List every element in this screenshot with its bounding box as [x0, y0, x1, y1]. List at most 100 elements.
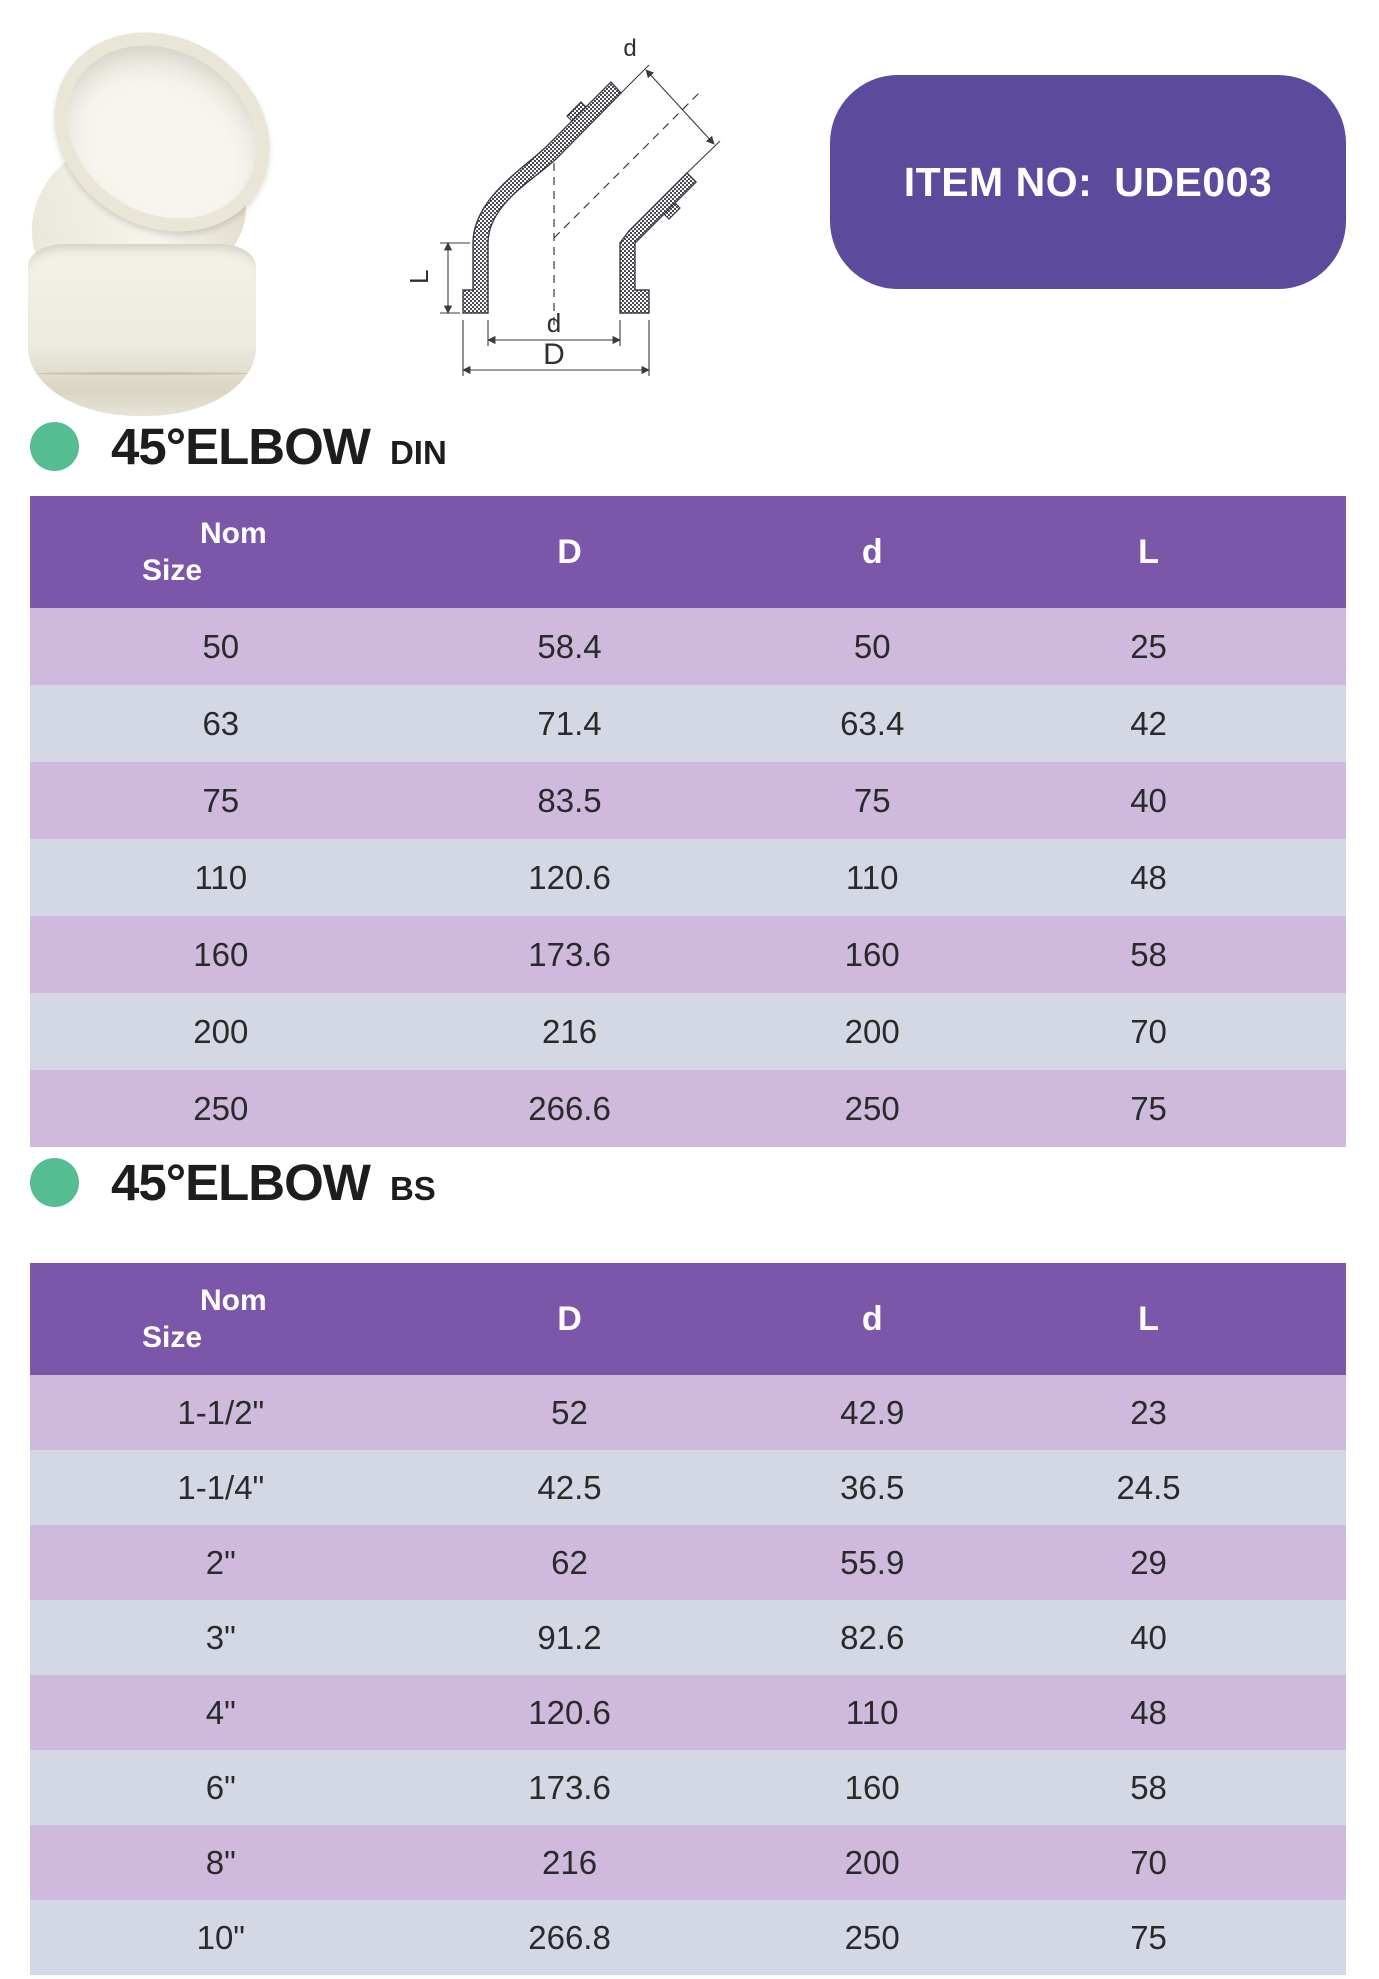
table-row: 2" 62 55.9 29: [30, 1525, 1346, 1600]
table-cell: 1-1/4": [177, 1468, 265, 1506]
table-body: 50 58.4 50 25 63 71.4 63.4 42 75 83.5 75 40 110 120.6…: [30, 608, 1346, 1147]
section-title-bs: 45°ELBOW BS: [30, 1144, 436, 1220]
table-row: 6" 173.6 160 58: [30, 1750, 1346, 1825]
table-cell: 1-1/2": [177, 1393, 265, 1431]
left-ring-bump: [566, 101, 587, 122]
table-row: 160 173.6 160 58: [30, 916, 1346, 993]
table-cell: 42.5: [537, 1468, 602, 1506]
section-standard-text: BS: [389, 1169, 436, 1207]
table-row: 4" 120.6 110 48: [30, 1675, 1346, 1750]
table-row: 75 83.5 75 40: [30, 762, 1346, 839]
table-cell: 200: [844, 1012, 900, 1050]
section-standard-text: DIN: [389, 433, 447, 471]
table-cell: 23: [1130, 1393, 1167, 1431]
table-header-row: Nom Size D d L: [30, 1263, 1346, 1375]
item-no-value: UDE003: [1114, 158, 1273, 205]
table-cell: 6": [205, 1768, 236, 1806]
table-cell: 120.6: [528, 1693, 611, 1731]
table-row: 200 216 200 70: [30, 993, 1346, 1070]
table-row: 8" 216 200 70: [30, 1825, 1346, 1900]
table-cell: 173.6: [528, 935, 611, 973]
table-cell: 10": [196, 1918, 246, 1956]
technical-drawing: L d D d: [402, 28, 724, 386]
table-row: 1-1/4" 42.5 36.5 24.5: [30, 1450, 1346, 1525]
table-cell: 2": [205, 1543, 236, 1581]
table-cell: 63: [202, 704, 240, 742]
section-title-text: 45°ELBOW: [111, 1153, 371, 1211]
table-cell: 42: [1130, 704, 1167, 742]
table-cell: 83.5: [537, 781, 602, 819]
table-cell: 50: [202, 627, 240, 665]
dim-label-upper-d: d: [623, 35, 636, 62]
column-header-nom-size: Nom Size: [142, 1284, 267, 1354]
table-cell: 36.5: [840, 1468, 905, 1506]
dim-label-l: L: [404, 270, 434, 284]
product-photo: [0, 0, 307, 416]
dim-label-inner-d: d: [547, 308, 561, 338]
table-cell: 29: [1130, 1543, 1167, 1581]
table-cell: 200: [193, 1012, 249, 1050]
table-cell: 4": [205, 1693, 236, 1731]
table-cell: 40: [1130, 1618, 1167, 1656]
dim-label-outer-d: D: [543, 338, 565, 371]
table-cell: 55.9: [840, 1543, 905, 1581]
table-cell: 70: [1130, 1843, 1167, 1881]
table-cell: 75: [202, 781, 240, 819]
table-cell: 58.4: [537, 627, 602, 665]
upper-d-extension-left: [620, 64, 650, 94]
right-ring-bump: [663, 202, 681, 220]
table-row: 250 266.6 250 75: [30, 1070, 1346, 1147]
table-header-row: Nom Size D d L: [30, 496, 1346, 608]
table-cell: 24.5: [1116, 1468, 1181, 1506]
table-row: 50 58.4 50 25: [30, 608, 1346, 685]
bullet-icon: [30, 1157, 79, 1207]
table-cell: 266.8: [528, 1918, 611, 1956]
table-row: 10" 266.8 250 75: [30, 1900, 1346, 1975]
bullet-icon: [30, 421, 79, 471]
table-body: 1-1/2" 52 42.9 23 1-1/4" 42.5 36.5 24.5 2" 62 55.9…: [30, 1375, 1346, 1975]
table-cell: 50: [853, 627, 891, 665]
table-cell: 58: [1130, 935, 1167, 973]
table-cell: 110: [845, 1693, 899, 1731]
table-cell: 8": [205, 1843, 236, 1881]
right-wall-section: [619, 172, 697, 314]
table-cell: 25: [1130, 627, 1167, 665]
table-cell: 160: [193, 935, 249, 973]
column-header-d: d: [861, 532, 883, 571]
item-number-badge: ITEM NO: UDE003: [830, 75, 1346, 289]
column-header-D: D: [557, 532, 582, 571]
table-row: 63 71.4 63.4 42: [30, 685, 1346, 762]
table-cell: 48: [1130, 858, 1167, 896]
table-cell: 110: [845, 858, 899, 896]
table-cell: 75: [1130, 1918, 1167, 1956]
table-row: 110 120.6 110 48: [30, 839, 1346, 916]
table-cell: 110: [194, 858, 248, 896]
table-cell: 250: [193, 1089, 249, 1127]
table-cell: 40: [1130, 781, 1167, 819]
column-header-nom-size: Nom Size: [142, 517, 267, 587]
table-row: 1-1/2" 52 42.9 23: [30, 1375, 1346, 1450]
column-header-D: D: [557, 1299, 582, 1338]
table-cell: 75: [1130, 1089, 1167, 1127]
elbow-lower-socket: [28, 244, 256, 416]
table-cell: 91.2: [537, 1618, 602, 1656]
table-cell: 3": [205, 1618, 236, 1656]
table-cell: 52: [551, 1393, 588, 1431]
table-cell: 71.4: [537, 704, 602, 742]
table-cell: 75: [853, 781, 891, 819]
table-cell: 160: [844, 935, 900, 973]
bs-dimensions-table: Nom Size D d L 1-1/2" 52 42.9 23 1-1/4" 42.5 3…: [30, 1263, 1346, 1975]
column-header-L: L: [1138, 1299, 1159, 1338]
left-wall-section: [462, 80, 622, 314]
table-cell: 120.6: [528, 858, 611, 896]
column-header-L: L: [1138, 532, 1159, 571]
column-header-d: d: [861, 1299, 883, 1338]
section-title-text: 45°ELBOW: [111, 417, 371, 475]
table-cell: 200: [844, 1843, 900, 1881]
upper-d-dimension-line: [645, 69, 715, 145]
table-cell: 266.6: [528, 1089, 611, 1127]
table-row: 3" 91.2 82.6 40: [30, 1600, 1346, 1675]
table-cell: 70: [1130, 1012, 1167, 1050]
table-cell: 250: [844, 1918, 900, 1956]
